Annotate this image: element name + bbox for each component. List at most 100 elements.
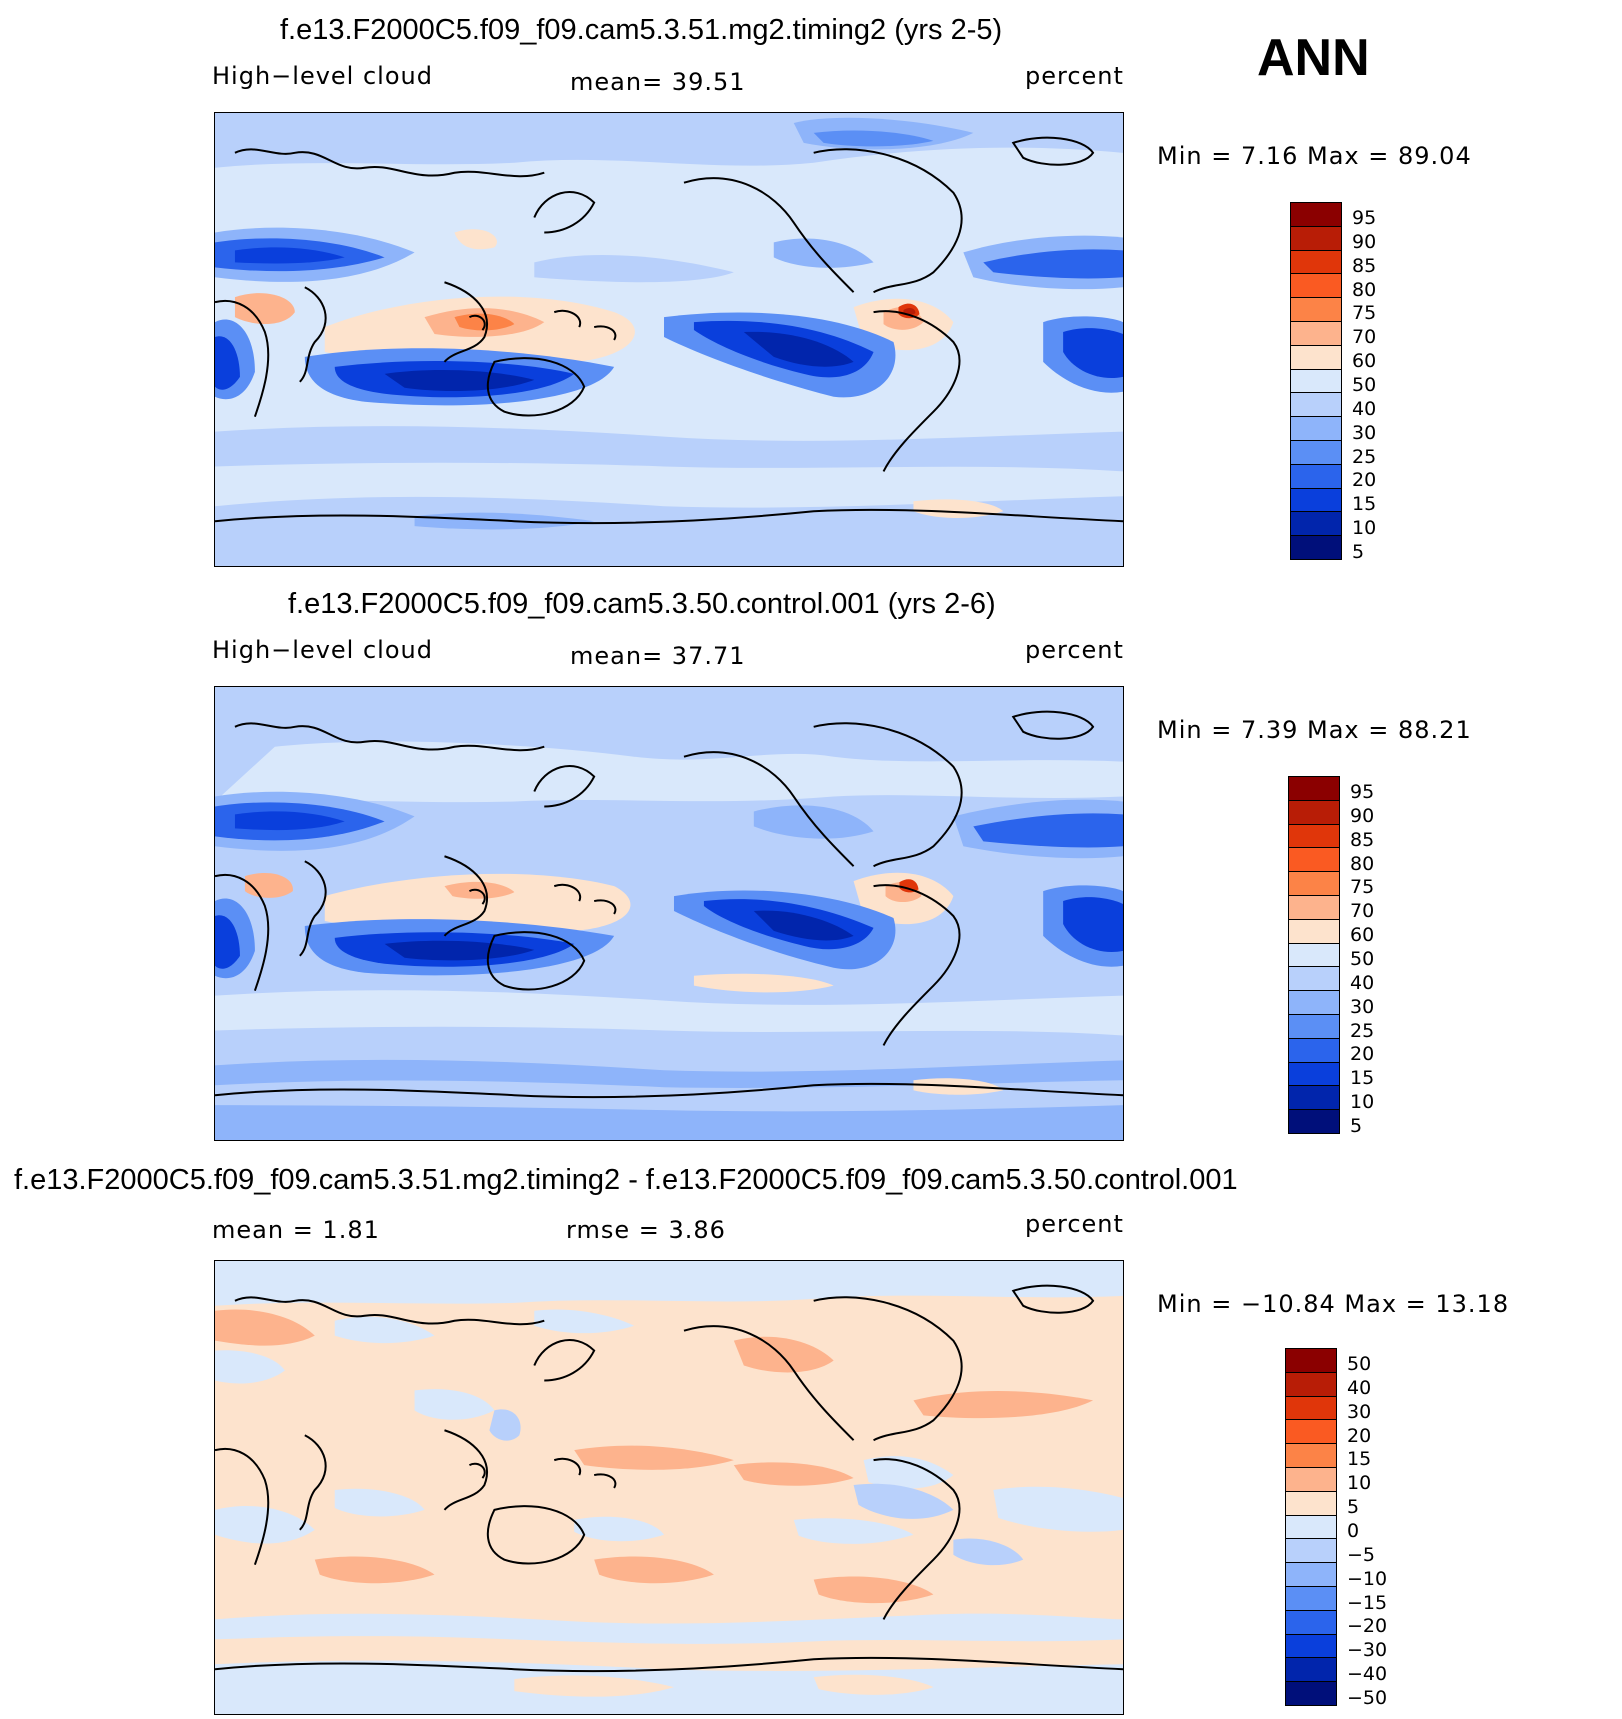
- colorbar-label: −10: [1347, 1567, 1388, 1590]
- colorbar-cell: [1291, 488, 1341, 513]
- colorbar-label: 75: [1352, 302, 1377, 325]
- colorbar-label: 70: [1350, 900, 1375, 923]
- colorbar-cell: [1286, 1634, 1336, 1659]
- colorbar-cell: [1291, 393, 1341, 418]
- panel2-variable-label: High−level cloud: [212, 636, 433, 664]
- colorbar-cell: [1286, 1444, 1336, 1468]
- season-label: ANN: [1257, 29, 1370, 87]
- panel2-minmax-label: Min = 7.39 Max = 88.21: [1157, 716, 1472, 744]
- colorbar-label: 50: [1347, 1352, 1372, 1375]
- colorbar-label: 15: [1350, 1067, 1375, 1090]
- panel3-units-label: percent: [1025, 1210, 1124, 1238]
- colorbar-cell: [1291, 203, 1341, 227]
- colorbar-cell: [1289, 848, 1339, 873]
- colorbar-label: 95: [1352, 206, 1377, 229]
- colorbar-label: 75: [1350, 876, 1375, 899]
- panel1-colorbar: 95 90 85 80 75 70 60 50 40 30 25 20 15 10 5: [1290, 202, 1376, 563]
- colorbar-cell: [1291, 417, 1341, 441]
- colorbar-label: 5: [1347, 1496, 1360, 1519]
- panel1-minmax-label: Min = 7.16 Max = 89.04: [1157, 142, 1472, 170]
- colorbar-label: 10: [1347, 1472, 1372, 1495]
- panel2-map: [214, 686, 1124, 1141]
- colorbar-label: 10: [1352, 517, 1377, 540]
- colorbar-cell: [1289, 824, 1339, 849]
- colorbar-label: 90: [1350, 804, 1375, 827]
- colorbar-cell: [1291, 369, 1341, 394]
- colorbar-cell: [1289, 895, 1339, 920]
- colorbar-label: 30: [1352, 421, 1377, 444]
- panel3-colorbar-cells: [1285, 1348, 1337, 1706]
- colorbar-cell: [1291, 250, 1341, 275]
- colorbar-label: 80: [1350, 852, 1375, 875]
- colorbar-cell: [1286, 1420, 1336, 1445]
- colorbar-label: 40: [1350, 971, 1375, 994]
- colorbar-label: −15: [1347, 1591, 1388, 1614]
- colorbar-cell: [1286, 1539, 1336, 1564]
- colorbar-cell: [1289, 943, 1339, 968]
- panel3-title: f.e13.F2000C5.f09_f09.cam5.3.51.mg2.timi…: [14, 1164, 1238, 1196]
- colorbar-cell: [1291, 512, 1341, 537]
- colorbar-cell: [1291, 536, 1341, 559]
- colorbar-label: 20: [1347, 1424, 1372, 1447]
- colorbar-label: 0: [1347, 1520, 1360, 1542]
- colorbar-cell: [1286, 1658, 1336, 1683]
- colorbar-label: 80: [1352, 278, 1377, 301]
- colorbar-cell: [1286, 1682, 1336, 1705]
- panel1-mean-label: mean= 39.51: [570, 68, 746, 96]
- colorbar-cell: [1286, 1515, 1336, 1540]
- colorbar-cell: [1289, 1086, 1339, 1111]
- colorbar-cell: [1289, 1014, 1339, 1039]
- colorbar-cell: [1289, 1062, 1339, 1087]
- colorbar-label: −5: [1347, 1543, 1376, 1566]
- colorbar-cell: [1289, 919, 1339, 944]
- colorbar-label: 70: [1352, 326, 1377, 349]
- colorbar-cell: [1286, 1610, 1336, 1635]
- colorbar-cell: [1289, 1038, 1339, 1063]
- colorbar-cell: [1286, 1467, 1336, 1492]
- colorbar-cell: [1286, 1491, 1336, 1516]
- colorbar-label: −20: [1347, 1615, 1388, 1638]
- panel2-mean-label: mean= 37.71: [570, 642, 746, 670]
- colorbar-cell: [1291, 274, 1341, 299]
- colorbar-label: 85: [1350, 828, 1375, 851]
- colorbar-label: 90: [1352, 230, 1377, 253]
- panel3-rmse-label: rmse = 3.86: [566, 1216, 726, 1244]
- colorbar-label: 10: [1350, 1091, 1375, 1114]
- panel1-colorbar-cells: [1290, 202, 1342, 560]
- colorbar-label: 25: [1352, 445, 1377, 468]
- colorbar-cell: [1289, 967, 1339, 992]
- colorbar-cell: [1289, 872, 1339, 896]
- panel1-units-label: percent: [1025, 62, 1124, 90]
- colorbar-cell: [1286, 1586, 1336, 1611]
- colorbar-label: 40: [1352, 397, 1377, 420]
- colorbar-label: 20: [1350, 1043, 1375, 1066]
- colorbar-label: 60: [1352, 350, 1377, 373]
- panel2-colorbar-cells: [1288, 776, 1340, 1134]
- colorbar-cell: [1291, 345, 1341, 370]
- colorbar-cell: [1289, 800, 1339, 825]
- colorbar-cell: [1291, 226, 1341, 251]
- colorbar-cell: [1289, 1110, 1339, 1133]
- colorbar-cell: [1286, 1563, 1336, 1587]
- colorbar-label: 5: [1350, 1115, 1363, 1138]
- colorbar-label: 95: [1350, 780, 1375, 803]
- colorbar-cell: [1291, 298, 1341, 322]
- panel3-colorbar: 50 40 30 20 15 10 5 0 −5 −10 −15 −20 −30 −40 −50: [1285, 1348, 1387, 1709]
- panel2-colorbar: 95 90 85 80 75 70 60 50 40 30 25 20 15 10 5: [1288, 776, 1374, 1137]
- colorbar-cell: [1289, 777, 1339, 801]
- colorbar-cell: [1291, 464, 1341, 489]
- colorbar-cell: [1291, 321, 1341, 346]
- colorbar-cell: [1289, 991, 1339, 1015]
- panel3-mean-label: mean = 1.81: [212, 1216, 380, 1244]
- panel3-map: [214, 1260, 1124, 1715]
- panel1-variable-label: High−level cloud: [212, 62, 433, 90]
- colorbar-cell: [1286, 1349, 1336, 1373]
- colorbar-cell: [1291, 440, 1341, 465]
- colorbar-label: −30: [1347, 1639, 1388, 1662]
- colorbar-cell: [1286, 1396, 1336, 1421]
- colorbar-label: 50: [1350, 948, 1375, 970]
- colorbar-label: −50: [1347, 1687, 1388, 1710]
- panel2-units-label: percent: [1025, 636, 1124, 664]
- colorbar-label: 50: [1352, 374, 1377, 396]
- colorbar-label: 5: [1352, 541, 1365, 564]
